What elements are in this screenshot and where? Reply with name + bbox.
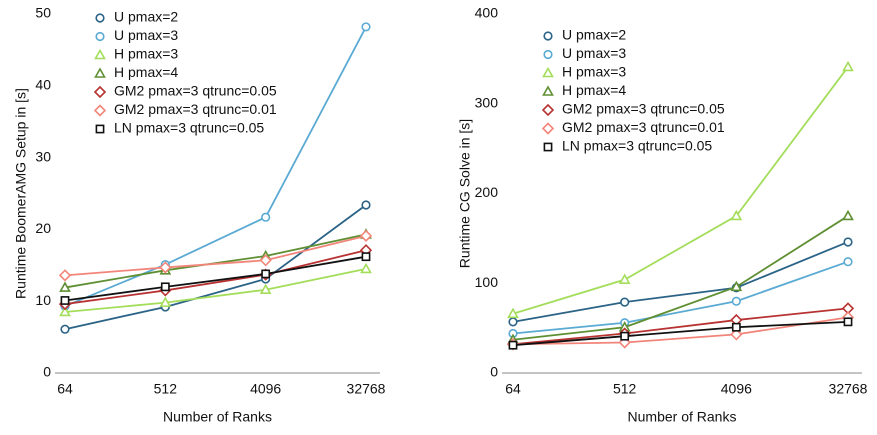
series-line bbox=[64, 234, 367, 277]
y-tick-label: 30 bbox=[35, 148, 51, 164]
legend-label: GM2 pmax=3 qtrunc=0.05 bbox=[114, 83, 277, 99]
data-point bbox=[618, 273, 631, 284]
legend-marker bbox=[542, 85, 554, 96]
legend-marker bbox=[94, 67, 106, 78]
legend-label: U pmax=2 bbox=[114, 9, 178, 25]
data-point bbox=[360, 262, 372, 274]
y-tick-label: 400 bbox=[475, 5, 499, 21]
data-point bbox=[843, 257, 853, 267]
y-tick-label: 0 bbox=[490, 364, 498, 380]
x-tick-label: 4096 bbox=[250, 381, 281, 397]
legend-label: H pmax=4 bbox=[562, 82, 626, 98]
series-line bbox=[64, 268, 367, 313]
series-line bbox=[512, 316, 849, 346]
y-tick-label: 100 bbox=[475, 274, 499, 290]
data-point bbox=[842, 209, 854, 221]
data-point bbox=[620, 297, 630, 307]
data-point bbox=[507, 307, 519, 319]
legend-label: LN pmax=3 qtrunc=0.05 bbox=[114, 120, 264, 136]
legend-marker bbox=[95, 124, 105, 134]
data-point bbox=[58, 269, 72, 282]
x-tick-label: 64 bbox=[505, 381, 521, 397]
data-point bbox=[843, 317, 853, 327]
data-point bbox=[159, 261, 172, 274]
series-line bbox=[64, 204, 367, 331]
series-line bbox=[512, 320, 849, 347]
data-point bbox=[842, 60, 854, 72]
data-point bbox=[259, 283, 272, 295]
legend-marker bbox=[541, 103, 555, 117]
y-tick-label: 300 bbox=[475, 94, 499, 110]
legend-marker bbox=[95, 13, 105, 23]
legend-label: H pmax=3 bbox=[562, 64, 626, 80]
data-point bbox=[731, 322, 741, 332]
data-point bbox=[159, 296, 172, 307]
legend-label: H pmax=4 bbox=[114, 64, 178, 80]
legend-marker bbox=[543, 142, 553, 152]
data-point bbox=[261, 269, 271, 279]
data-point bbox=[730, 328, 743, 341]
series-line bbox=[512, 66, 849, 315]
legend-label: GM2 pmax=3 qtrunc=0.01 bbox=[114, 101, 277, 117]
x-tick-label: 512 bbox=[613, 381, 637, 397]
data-point bbox=[730, 209, 743, 221]
series-line bbox=[64, 249, 367, 305]
series-line bbox=[512, 241, 849, 323]
legend-label: LN pmax=3 qtrunc=0.05 bbox=[562, 138, 712, 154]
legend-label: U pmax=3 bbox=[562, 45, 626, 61]
y-tick-label: 40 bbox=[35, 77, 51, 93]
legend-label: H pmax=3 bbox=[114, 46, 178, 62]
data-point bbox=[361, 252, 371, 262]
legend-label: U pmax=3 bbox=[114, 27, 178, 43]
y-tick-label: 50 bbox=[35, 5, 51, 21]
data-point bbox=[259, 254, 272, 267]
legend-label: GM2 pmax=3 qtrunc=0.01 bbox=[562, 119, 725, 135]
x-tick-label: 32768 bbox=[347, 381, 386, 397]
data-point bbox=[361, 200, 371, 210]
data-point bbox=[60, 296, 70, 305]
series-line bbox=[512, 260, 849, 335]
x-tick-label: 64 bbox=[57, 381, 73, 397]
legend-marker bbox=[543, 49, 553, 60]
legend-marker bbox=[93, 85, 107, 99]
data-point bbox=[59, 281, 71, 292]
y-tick-label: 200 bbox=[475, 184, 499, 200]
y-tick-label: 10 bbox=[35, 292, 51, 308]
y-tick-label: 0 bbox=[43, 364, 51, 380]
series-line bbox=[64, 26, 367, 308]
x-tick-label: 32768 bbox=[829, 381, 868, 397]
data-point bbox=[843, 237, 853, 247]
data-point bbox=[59, 305, 71, 317]
legend-label: U pmax=2 bbox=[562, 27, 626, 43]
data-point bbox=[731, 296, 741, 306]
x-axis-label: Number of Ranks bbox=[163, 409, 272, 425]
data-point bbox=[261, 212, 271, 222]
y-tick-label: 20 bbox=[35, 220, 51, 236]
data-point bbox=[361, 22, 371, 32]
legend-marker bbox=[541, 122, 555, 135]
y-axis-label: Runtime BoomerAMG Setup in [s] bbox=[13, 88, 29, 299]
legend-marker bbox=[543, 31, 553, 41]
series-line bbox=[512, 307, 849, 346]
y-axis-label: Runtime CG Solve in [s] bbox=[457, 119, 473, 268]
x-tick-label: 512 bbox=[154, 381, 178, 397]
data-point bbox=[620, 331, 630, 341]
legend-marker bbox=[542, 66, 554, 78]
x-tick-label: 4096 bbox=[721, 381, 752, 397]
data-point bbox=[508, 317, 518, 327]
legend-marker bbox=[95, 31, 105, 42]
data-point bbox=[508, 340, 518, 350]
data-point bbox=[60, 324, 70, 334]
series-line bbox=[64, 255, 367, 302]
x-axis-label: Number of Ranks bbox=[628, 409, 737, 425]
data-point bbox=[160, 282, 170, 292]
data-point bbox=[359, 229, 373, 242]
legend-marker bbox=[94, 48, 106, 60]
legend-marker bbox=[93, 104, 107, 117]
data-point bbox=[730, 280, 743, 292]
legend-label: GM2 pmax=3 qtrunc=0.05 bbox=[562, 101, 725, 117]
series-line bbox=[512, 215, 849, 341]
